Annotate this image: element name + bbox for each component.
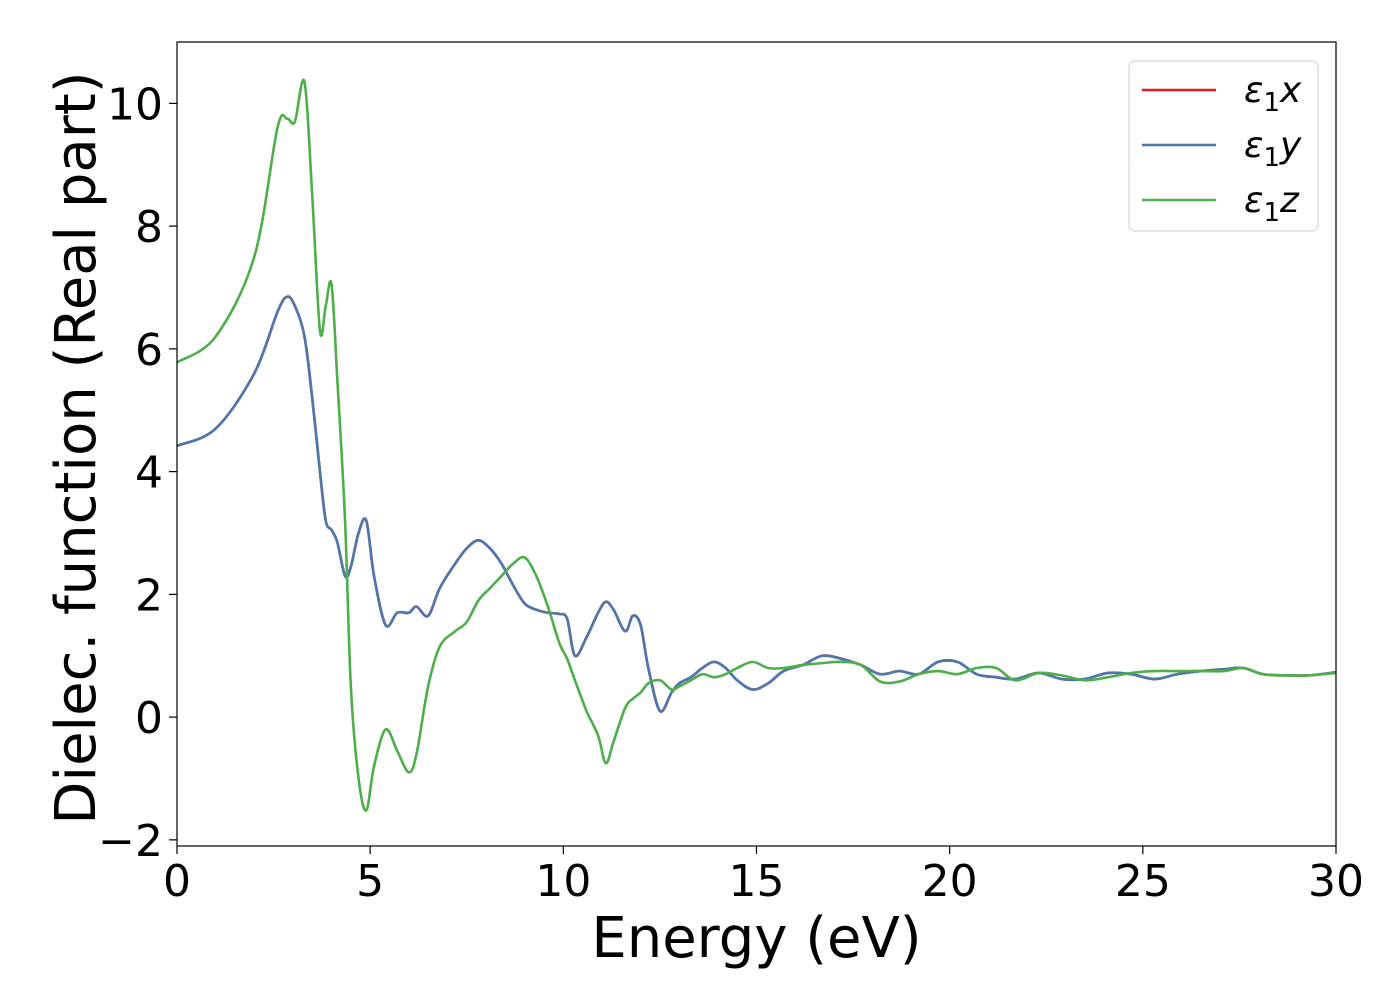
legend-item-z: ε1z [1142, 180, 1300, 228]
legend-box [1128, 60, 1319, 232]
x-tick-label: 15 [729, 856, 785, 907]
x-tick-label: 5 [356, 856, 384, 907]
x-tick-label: 30 [1308, 856, 1364, 907]
y-tick-label: 2 [135, 570, 163, 621]
legend-label: ε1y [1244, 125, 1302, 173]
x-tick-label: 0 [163, 856, 191, 907]
legend-item-y: ε1y [1142, 125, 1302, 173]
series-line-z [177, 78, 1336, 812]
legend-label: ε1x [1244, 70, 1302, 118]
y-tick-label: 10 [107, 79, 163, 130]
y-tick-label: 6 [135, 325, 163, 376]
series-layer [177, 78, 1336, 812]
series-line-y [177, 295, 1336, 713]
x-tick-label: 20 [922, 856, 978, 907]
x-tick-label: 25 [1115, 856, 1171, 907]
y-axis-ticks: −2 0 2 4 6 8 10 [98, 79, 177, 867]
legend-item-x: ε1x [1142, 70, 1302, 118]
x-axis-ticks: 0 5 10 15 20 25 30 [163, 846, 1364, 907]
legend-label: ε1z [1244, 180, 1300, 228]
y-tick-label: 4 [135, 448, 163, 499]
y-tick-label: 0 [135, 693, 163, 744]
y-tick-label: 8 [135, 202, 163, 253]
x-axis-title: Energy (eV) [591, 906, 921, 971]
series-line-x [177, 295, 1336, 713]
legend: ε1x ε1y ε1z [1128, 60, 1319, 232]
y-tick-label: −2 [98, 816, 163, 867]
y-axis-title: Dielec. function (Real part) [44, 71, 109, 824]
x-tick-label: 10 [535, 856, 591, 907]
